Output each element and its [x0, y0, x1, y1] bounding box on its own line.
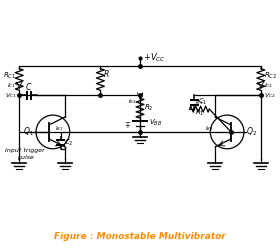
Text: $V_{C1}$: $V_{C1}$ — [4, 91, 16, 100]
Text: $Q_2$: $Q_2$ — [246, 126, 257, 138]
Text: $I_{R2}$: $I_{R2}$ — [128, 97, 136, 106]
Text: $I_{B1}$: $I_{B1}$ — [55, 124, 63, 133]
Text: pulse: pulse — [17, 155, 34, 160]
Text: $R_{C2}$: $R_{C2}$ — [264, 70, 277, 81]
Text: $I_{C1}$: $I_{C1}$ — [7, 81, 16, 90]
Text: $C$: $C$ — [25, 81, 33, 92]
Text: $+$: $+$ — [124, 122, 131, 130]
Text: $C_1$: $C_1$ — [199, 97, 208, 107]
Text: $C_2$: $C_2$ — [64, 138, 73, 148]
Text: $R$: $R$ — [103, 68, 110, 80]
Text: $I_{B2}$: $I_{B2}$ — [205, 124, 213, 133]
Text: Figure : Monostable Multivibrator: Figure : Monostable Multivibrator — [54, 232, 226, 241]
Text: $+V_{CC}$: $+V_{CC}$ — [143, 52, 166, 64]
Text: $R_2$: $R_2$ — [144, 103, 153, 113]
Text: $V_{BB}$: $V_{BB}$ — [149, 118, 162, 128]
Text: $Q_1$: $Q_1$ — [23, 126, 34, 138]
Text: $-$: $-$ — [124, 118, 131, 124]
Text: Input trigger: Input trigger — [5, 148, 45, 153]
Text: $I_{C2}$: $I_{C2}$ — [264, 81, 273, 90]
Text: $R_{C1}$: $R_{C1}$ — [3, 70, 16, 81]
Text: $R_1$: $R_1$ — [195, 108, 204, 118]
Text: $I_{R1}$: $I_{R1}$ — [195, 98, 204, 107]
Text: $V_{C2}$: $V_{C2}$ — [264, 91, 276, 100]
